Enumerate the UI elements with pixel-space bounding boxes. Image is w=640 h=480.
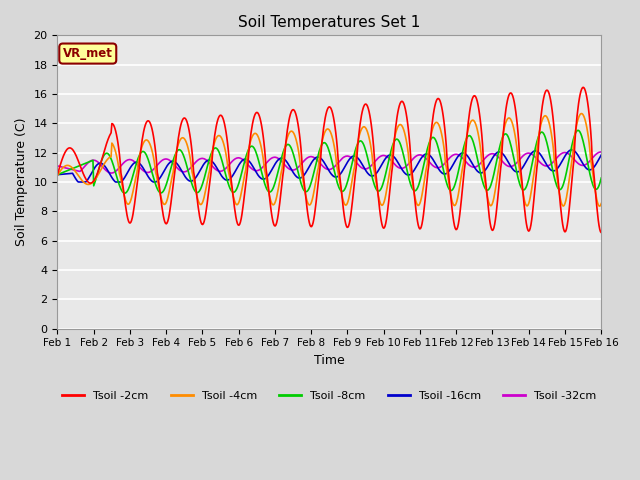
Tsoil -16cm — [175, 164, 183, 169]
Tsoil -4cm — [578, 111, 586, 117]
Tsoil -16cm — [63, 171, 71, 177]
Tsoil -8cm — [204, 161, 212, 167]
Tsoil -2cm — [412, 200, 419, 206]
Tsoil -32cm — [204, 158, 212, 164]
Tsoil -4cm — [175, 141, 182, 147]
Line: Tsoil -32cm: Tsoil -32cm — [58, 152, 601, 173]
Tsoil -4cm — [204, 179, 211, 185]
Y-axis label: Soil Temperature (C): Soil Temperature (C) — [15, 118, 28, 246]
Line: Tsoil -8cm: Tsoil -8cm — [58, 131, 601, 193]
X-axis label: Time: Time — [314, 354, 345, 367]
Tsoil -32cm — [108, 170, 115, 176]
Tsoil -16cm — [75, 179, 83, 185]
Tsoil -4cm — [597, 201, 605, 206]
Tsoil -16cm — [120, 176, 128, 181]
Tsoil -16cm — [597, 152, 605, 158]
Tsoil -16cm — [396, 163, 404, 169]
Tsoil -32cm — [120, 160, 128, 166]
Line: Tsoil -16cm: Tsoil -16cm — [58, 150, 601, 182]
Tsoil -32cm — [396, 165, 404, 171]
Tsoil -8cm — [120, 190, 127, 195]
Tsoil -4cm — [396, 122, 403, 128]
Tsoil -8cm — [121, 190, 129, 196]
Tsoil -16cm — [54, 172, 61, 178]
Tsoil -8cm — [574, 128, 582, 133]
Title: Soil Temperatures Set 1: Soil Temperatures Set 1 — [238, 15, 420, 30]
Tsoil -16cm — [412, 164, 420, 170]
Tsoil -32cm — [597, 149, 605, 155]
Tsoil -8cm — [63, 168, 71, 174]
Tsoil -8cm — [175, 147, 183, 153]
Tsoil -2cm — [396, 103, 403, 108]
Tsoil -32cm — [175, 167, 183, 173]
Line: Tsoil -2cm: Tsoil -2cm — [58, 87, 601, 233]
Tsoil -4cm — [54, 173, 61, 179]
Tsoil -32cm — [63, 166, 71, 171]
Tsoil -2cm — [63, 146, 71, 152]
Tsoil -16cm — [568, 147, 575, 153]
Line: Tsoil -4cm: Tsoil -4cm — [58, 114, 601, 206]
Tsoil -8cm — [597, 175, 605, 181]
Tsoil -4cm — [412, 195, 419, 201]
Tsoil -32cm — [412, 154, 420, 159]
Tsoil -16cm — [204, 157, 212, 163]
Legend: Tsoil -2cm, Tsoil -4cm, Tsoil -8cm, Tsoil -16cm, Tsoil -32cm: Tsoil -2cm, Tsoil -4cm, Tsoil -8cm, Tsoi… — [58, 386, 601, 405]
Text: VR_met: VR_met — [63, 47, 113, 60]
Tsoil -8cm — [412, 187, 420, 193]
Tsoil -2cm — [54, 172, 61, 178]
Tsoil -2cm — [204, 201, 211, 206]
Tsoil -2cm — [579, 84, 587, 90]
Tsoil -32cm — [54, 163, 61, 169]
Tsoil -2cm — [120, 185, 127, 191]
Tsoil -4cm — [63, 163, 71, 168]
Tsoil -8cm — [396, 141, 404, 146]
Tsoil -8cm — [54, 172, 61, 178]
Tsoil -2cm — [175, 135, 182, 141]
Tsoil -4cm — [120, 188, 127, 194]
Tsoil -4cm — [596, 203, 604, 209]
Tsoil -2cm — [597, 230, 605, 236]
